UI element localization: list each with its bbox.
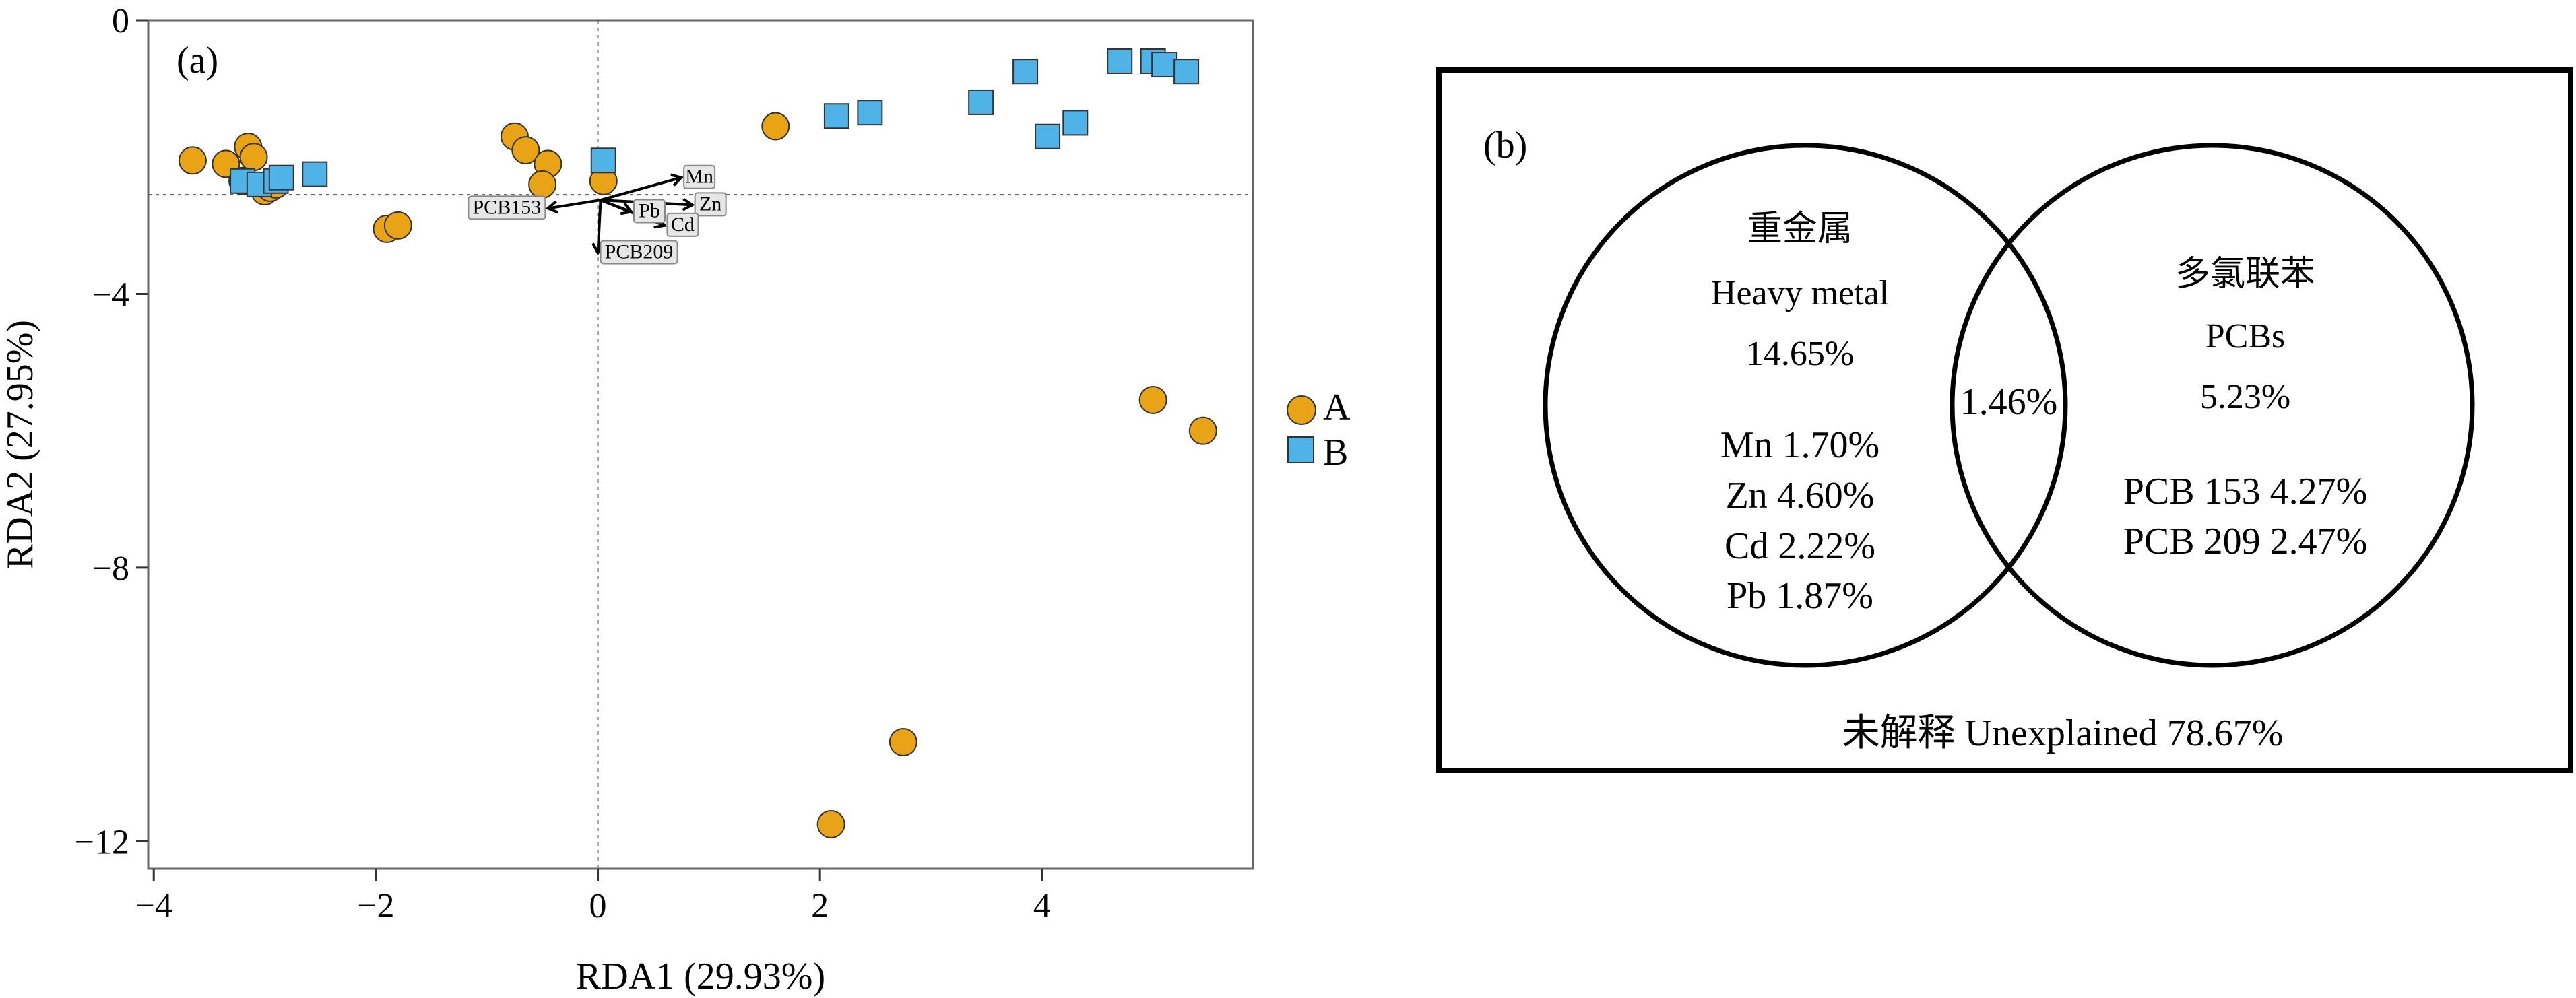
- point-a: [761, 112, 790, 141]
- point-b: [1151, 52, 1178, 78]
- point-b: [857, 100, 883, 126]
- point-a: [178, 146, 207, 175]
- x-axis-title: RDA1 (29.93%): [576, 956, 825, 997]
- vector-arrow-mn: [600, 176, 682, 202]
- y-tick-label: −4: [92, 275, 129, 314]
- pcbs-item-209: PCB 209 2.47%: [2123, 521, 2368, 562]
- vector-label-pb: Pb: [639, 200, 660, 222]
- heavy-metal-total: 14.65%: [1746, 335, 1854, 373]
- point-a: [1138, 385, 1167, 414]
- pcbs-item-153: PCB 153 4.27%: [2123, 471, 2368, 512]
- vector-label-box-pcb153: [468, 195, 546, 220]
- panel-a-label: (a): [176, 40, 218, 81]
- point-a: [1188, 416, 1217, 445]
- vector-label-box-mn: [683, 164, 716, 189]
- y-tick-label: 0: [112, 2, 129, 40]
- legend-marker-a: [1287, 395, 1316, 425]
- vector-label-box-cd: [666, 212, 699, 237]
- vector-label-cd: Cd: [671, 213, 695, 236]
- vector-label-box-zn: [694, 192, 727, 217]
- vector-label-pcb209: PCB209: [605, 240, 674, 263]
- vector-arrowhead-mn: [670, 173, 684, 187]
- point-b: [1062, 110, 1089, 136]
- venn-panel: (b) 重金属 Heavy metal 14.65% Mn 1.70% Zn 4…: [1436, 67, 2573, 773]
- legend-label-a: A: [1323, 387, 1351, 428]
- pcbs-total: 5.23%: [2200, 378, 2290, 416]
- legend-label-b: B: [1323, 432, 1348, 473]
- point-b: [1173, 59, 1200, 85]
- vector-arrow-pcb209: [596, 200, 602, 253]
- pcbs-title-en: PCBs: [2205, 317, 2286, 356]
- y-axis-title: RDA2 (27.95%): [0, 320, 41, 569]
- point-b: [968, 89, 994, 115]
- vector-label-zn: Zn: [699, 193, 721, 215]
- x-tick-label: 2: [811, 887, 829, 925]
- vector-arrow-pcb153: [548, 199, 601, 210]
- vector-arrowhead-pb: [620, 202, 634, 215]
- vector-arrowhead-zn: [682, 197, 695, 211]
- x-tick-label: 4: [1033, 887, 1051, 925]
- point-b: [1107, 48, 1133, 74]
- vector-arrow-pb: [600, 199, 632, 213]
- x-tick-label: −2: [357, 887, 394, 925]
- vector-label-box-pb: [633, 199, 666, 224]
- point-a: [889, 728, 917, 757]
- x-tick-label: −4: [135, 887, 172, 925]
- point-a: [816, 809, 845, 838]
- heavy-metal-circle: [1543, 143, 2068, 668]
- heavy-metal-item-cd: Cd 2.22%: [1725, 525, 1875, 567]
- pcbs-circle: [1950, 143, 2475, 668]
- unexplained-label: 未解释 Unexplained 78.67%: [1842, 712, 2284, 754]
- heavy-metal-title-en: Heavy metal: [1711, 274, 1889, 312]
- overlap-value: 1.46%: [1960, 381, 2058, 423]
- plot-frame: [147, 19, 1254, 870]
- y-tick-label: −8: [92, 550, 129, 588]
- heavy-metal-title-zh: 重金属: [1747, 210, 1853, 248]
- point-b: [823, 103, 849, 129]
- vector-label-mn: Mn: [685, 166, 713, 188]
- y-tick-label: −12: [75, 823, 129, 861]
- heavy-metal-item-zn: Zn 4.60%: [1726, 475, 1875, 517]
- vector-label-pcb153: PCB153: [473, 196, 542, 218]
- heavy-metal-item-pb: Pb 1.87%: [1727, 575, 1873, 617]
- pcbs-title-zh: 多氯联苯: [2175, 255, 2315, 294]
- point-b: [302, 161, 328, 187]
- vector-arrowhead-pcb153: [545, 200, 558, 214]
- legend: A B: [1287, 387, 1351, 473]
- data-points: [178, 48, 1217, 838]
- x-axis-ticks: −4 −2 0 2 4: [135, 869, 1051, 925]
- y-axis-ticks: 0 −4 −8 −12: [75, 2, 148, 861]
- x-tick-label: 0: [589, 887, 607, 925]
- point-b: [268, 164, 294, 191]
- point-a: [383, 211, 412, 240]
- point-a: [511, 136, 540, 165]
- point-b: [1012, 59, 1039, 85]
- point-a: [239, 143, 268, 172]
- point-b: [1035, 123, 1061, 149]
- vector-label-box-pcb209: [600, 240, 678, 265]
- panel-b-label: (b): [1483, 125, 1527, 166]
- heavy-metal-item-mn: Mn 1.70%: [1720, 424, 1879, 466]
- legend-marker-b: [1287, 436, 1314, 463]
- point-a: [528, 170, 557, 199]
- venn-frame: [1436, 67, 2573, 773]
- point-b: [590, 147, 616, 174]
